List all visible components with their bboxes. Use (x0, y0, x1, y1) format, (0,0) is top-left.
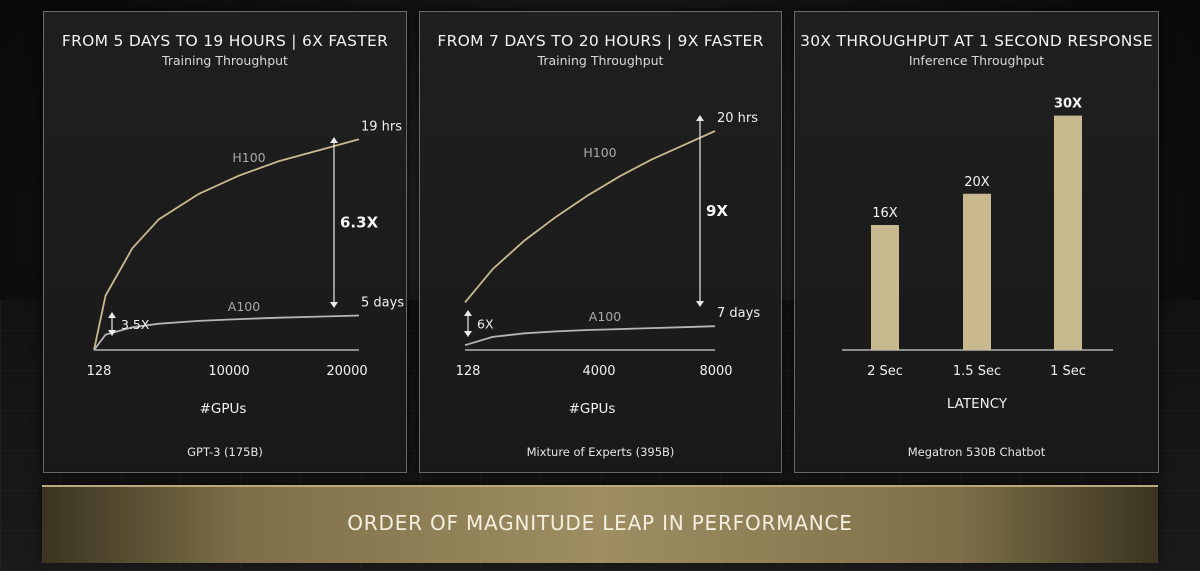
x-axis-title: #GPUs (200, 401, 247, 417)
x-axis-title: #GPUs (569, 401, 616, 417)
bar-1.5-sec (963, 193, 991, 350)
gap-arrow-head-up (464, 310, 472, 316)
bar-2-sec (871, 225, 899, 350)
x-tick-label: 128 (87, 364, 112, 379)
bar-value-label: 30X (1054, 97, 1082, 112)
gap-arrow-head-up (696, 115, 704, 121)
panel-title: FROM 5 DAYS TO 19 HOURS | 6X FASTER (61, 32, 389, 50)
series-label-a100: A100 (589, 309, 621, 324)
x-tick-label: 20000 (326, 364, 367, 379)
panel-title: FROM 7 DAYS TO 20 HOURS | 9X FASTER (437, 32, 764, 50)
series-end-label: 20 hrs (717, 111, 758, 126)
x-tick-label: 1 Sec (1050, 364, 1086, 379)
panel-footer: GPT-3 (175B) (187, 445, 263, 459)
gap-arrow-head-up (330, 137, 338, 143)
x-axis-title: LATENCY (947, 396, 1008, 412)
series-end-label: 7 days (717, 306, 760, 321)
gap-arrow-head-down (330, 302, 338, 308)
gap-annotation-small: 6X (477, 317, 494, 332)
series-label-h100: H100 (232, 150, 265, 165)
panel-title: 30X THROUGHPUT AT 1 SECOND RESPONSE (800, 32, 1153, 50)
bar-1-sec (1054, 115, 1082, 350)
panel-subtitle: Training Throughput (537, 53, 664, 68)
megatron-inference-panel: 30X THROUGHPUT AT 1 SECOND RESPONSE Infe… (794, 11, 1159, 473)
gpt3-line-chart: 19 hrs 5 days H100 A100 6.3X 3.5X 128 10000 2000… (87, 119, 405, 417)
moe-line-chart: 20 hrs 7 days H100 A100 9X 6X 128 4000 8000 #GPUs (456, 111, 761, 417)
x-tick-label: 10000 (208, 364, 249, 379)
bar-value-label: 20X (964, 175, 990, 190)
x-tick-label: 2 Sec (867, 364, 903, 379)
gap-annotation-large: 9X (706, 202, 728, 220)
gap-arrow-head-up (108, 312, 116, 318)
banner-text: ORDER OF MAGNITUDE LEAP IN PERFORMANCE (347, 511, 853, 535)
series-line-h100 (464, 130, 716, 303)
panel-footer: Mixture of Experts (395B) (526, 445, 675, 459)
panel-subtitle: Training Throughput (162, 53, 288, 68)
gpt3-training-panel: FROM 5 DAYS TO 19 HOURS | 6X FASTER Trai… (43, 11, 407, 473)
series-line-a100 (464, 325, 716, 347)
series-end-label: 19 hrs (361, 119, 402, 134)
panel-footer: Megatron 530B Chatbot (907, 445, 1046, 459)
bar-value-label: 16X (872, 206, 898, 221)
gap-arrow-head-down (108, 330, 116, 336)
latency-bar-chart: 16X 2 Sec 20X 1.5 Sec 30X 1 Sec LATENCY (842, 97, 1113, 412)
series-label-h100: H100 (583, 145, 616, 160)
series-end-label: 5 days (361, 295, 404, 310)
moe-training-panel: FROM 7 DAYS TO 20 HOURS | 9X FASTER Trai… (419, 11, 782, 473)
series-label-a100: A100 (228, 299, 260, 314)
gap-annotation-large: 6.3X (340, 214, 379, 232)
panel-subtitle: Inference Throughput (908, 53, 1045, 68)
x-tick-label: 4000 (582, 364, 615, 379)
x-tick-label: 1.5 Sec (953, 364, 1001, 379)
series-line-h100 (93, 138, 360, 351)
gap-arrow-head-down (464, 331, 472, 337)
summary-banner: ORDER OF MAGNITUDE LEAP IN PERFORMANCE (42, 485, 1158, 563)
gap-arrow-head-down (696, 301, 704, 307)
x-tick-label: 128 (456, 364, 481, 379)
x-tick-label: 8000 (699, 364, 732, 379)
gap-annotation-small: 3.5X (121, 317, 150, 332)
